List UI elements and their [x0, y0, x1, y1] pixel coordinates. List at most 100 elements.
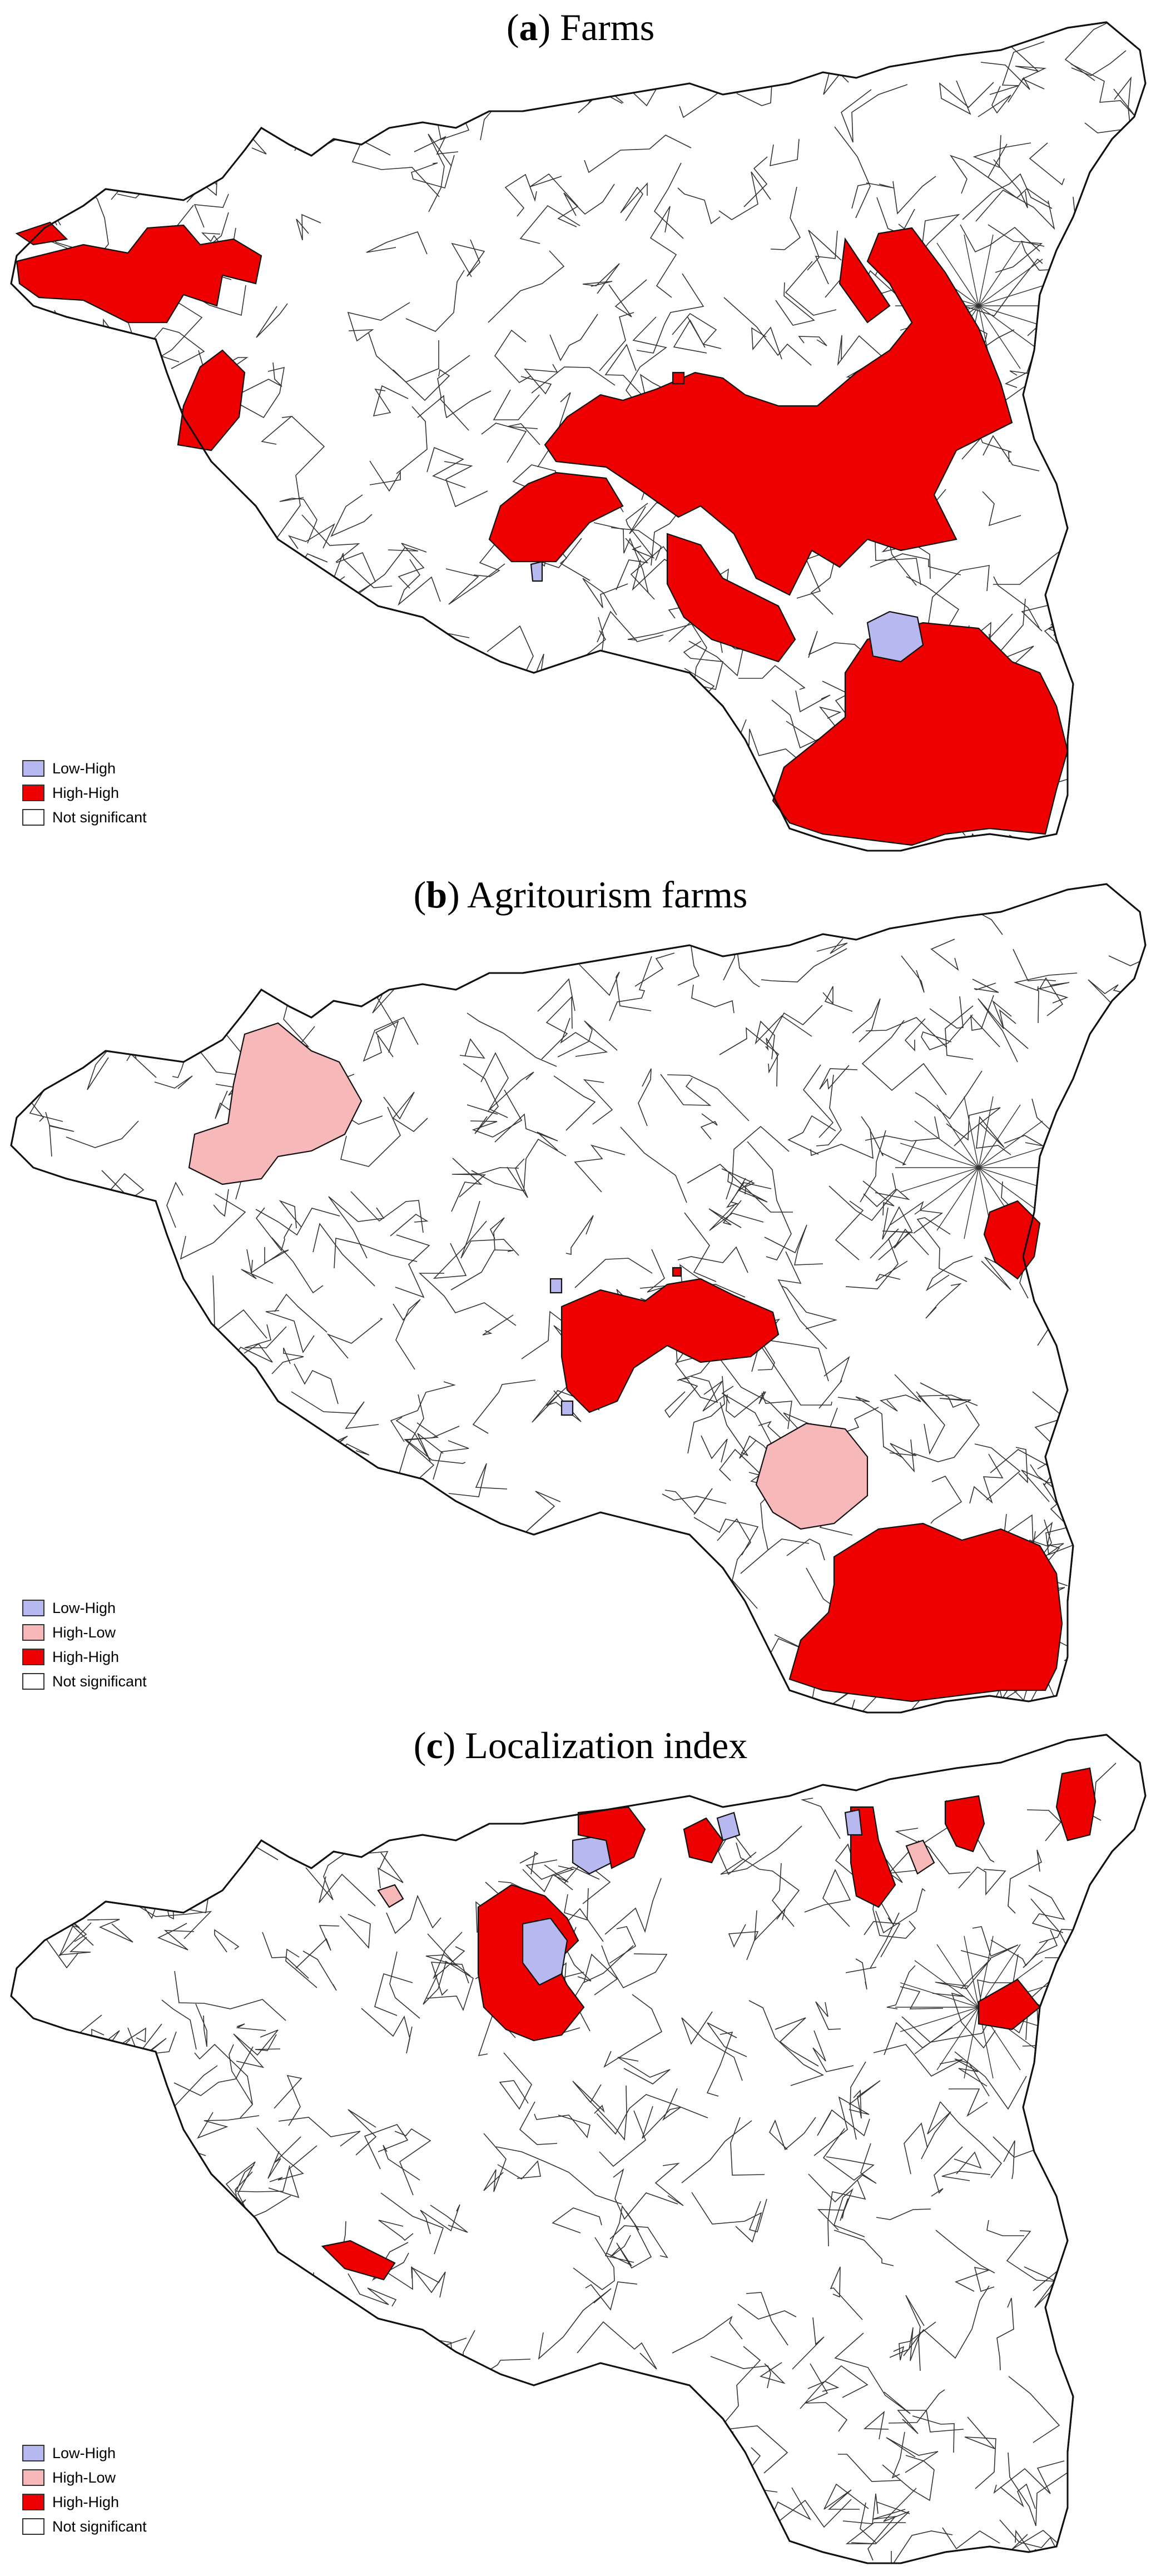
municipality-border [660, 1074, 712, 1106]
municipality-border [538, 2288, 612, 2360]
municipality-border [16, 1198, 91, 1245]
municipality-border [771, 1863, 795, 1927]
municipality-border [677, 1353, 788, 1422]
municipality-border [914, 1960, 979, 2008]
municipality-border [255, 724, 309, 802]
municipality-border [404, 1652, 470, 1685]
legend-label: Low-High [52, 2444, 116, 2461]
municipality-border [108, 2310, 169, 2368]
municipality-border [390, 1381, 456, 1442]
municipality-border [11, 1188, 19, 1249]
municipality-border [168, 2349, 202, 2414]
municipality-border [11, 1346, 33, 1401]
municipality-border [94, 92, 110, 156]
municipality-border [378, 1680, 428, 1706]
municipality-border [931, 2146, 963, 2197]
panel-title: (a) Farms [506, 6, 655, 48]
municipality-border [383, 1091, 428, 1133]
municipality-border [574, 1144, 626, 1193]
municipality-border [557, 1020, 618, 1058]
municipality-border [11, 1341, 42, 1388]
municipality-border [27, 2392, 78, 2409]
municipality-border [737, 2304, 797, 2320]
municipality-border [1083, 1505, 1115, 1546]
municipality-border [586, 2394, 672, 2456]
municipality-border [886, 2437, 939, 2473]
legend-swatch [22, 1600, 44, 1616]
municipality-border [519, 205, 580, 244]
municipality-border [987, 143, 1050, 205]
municipality-border [876, 2208, 931, 2220]
municipality-border [664, 785, 727, 811]
municipality-border [563, 183, 615, 216]
municipality-border [336, 1577, 380, 1613]
municipality-border [174, 1971, 286, 2021]
municipality-border [225, 2161, 256, 2223]
municipality-border [11, 446, 38, 485]
municipality-border [87, 1919, 133, 1943]
municipality-border [92, 512, 130, 554]
municipality-border [327, 104, 357, 145]
municipality-border [143, 2488, 187, 2515]
municipality-border [1071, 50, 1127, 76]
municipality-border [691, 2192, 762, 2243]
municipality-border [1069, 234, 1092, 268]
municipality-border [169, 2526, 211, 2563]
municipality-border [151, 2430, 198, 2532]
legend-entry: Low-High [22, 756, 147, 781]
municipality-border [297, 955, 327, 987]
municipality-border [380, 2192, 444, 2255]
municipality-border [307, 2344, 380, 2397]
municipality-border [582, 263, 620, 294]
municipality-border [24, 445, 51, 506]
municipality-border [271, 1237, 324, 1294]
municipality-border [11, 507, 69, 564]
municipality-border [46, 337, 83, 382]
cluster-high-high [1055, 1767, 1096, 1842]
municipality-border [55, 73, 89, 92]
municipality-border [975, 189, 1055, 230]
municipality-border [18, 2131, 82, 2204]
municipality-border [11, 61, 23, 123]
municipality-border [137, 507, 200, 539]
municipality-border [900, 1982, 979, 2008]
cluster-high-low [755, 1422, 869, 1530]
municipality-border [978, 1935, 994, 2008]
municipality-border [11, 1178, 12, 1206]
municipality-border [978, 1120, 1043, 1168]
legend-label: High-High [52, 2493, 120, 2510]
municipality-border [606, 2223, 652, 2269]
legend-swatch [22, 1673, 44, 1690]
municipality-border [926, 1255, 973, 1292]
municipality-border [435, 2409, 463, 2456]
municipality-border [433, 1440, 469, 1480]
panel-title-text: Localization index [465, 1724, 748, 1766]
municipality-border [326, 1318, 383, 1359]
municipality-border [653, 162, 684, 239]
municipality-border [155, 615, 274, 662]
municipality-border [291, 1391, 379, 1430]
municipality-border [445, 563, 505, 605]
municipality-border [964, 2007, 979, 2079]
municipality-border [1028, 1885, 1065, 1933]
municipality-border [978, 259, 1043, 306]
municipality-border [380, 746, 410, 771]
municipality-border [936, 2007, 979, 2071]
municipality-border [691, 984, 735, 1014]
municipality-border [519, 1851, 539, 1875]
municipality-border [400, 1793, 452, 1833]
municipality-border [537, 978, 575, 1012]
municipality-border [229, 2044, 253, 2118]
cluster-regions [15, 221, 1069, 846]
municipality-border [638, 1068, 652, 1126]
cluster-low-high [560, 1400, 574, 1416]
municipality-border [1087, 199, 1118, 249]
cluster-low-high [549, 1278, 563, 1294]
cluster-low-high [530, 560, 543, 582]
municipality-border [726, 1125, 790, 1200]
municipality-border [164, 454, 207, 562]
municipality-border [770, 186, 801, 250]
municipality-border [1039, 977, 1070, 1016]
municipality-border [787, 1115, 836, 1155]
municipality-border [448, 1621, 480, 1669]
